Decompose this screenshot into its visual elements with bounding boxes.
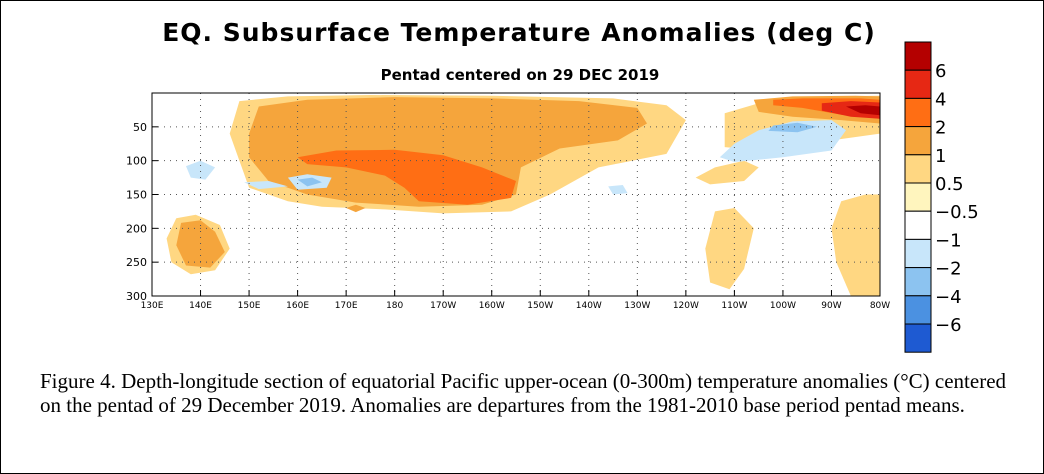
y-tick-label: 200 [126,222,147,235]
y-tick-label: 150 [126,189,147,202]
colorbar-label: 2 [935,118,946,139]
chart-title-text: EQ. Subsurface Temperature Anomalies (de… [162,18,876,47]
colorbar-swatch [904,295,932,325]
colorbar-swatch [904,154,932,184]
x-tick-label: 170E [335,301,358,311]
colorbar-label: −0.5 [935,202,979,223]
colorbar-label: 0.5 [935,174,964,195]
anomaly-region-14 [846,105,880,116]
grid-lines [152,93,880,296]
colorbar-swatch [904,126,932,156]
chart-title: EQ. Subsurface Temperature Anomalies (de… [0,18,1044,47]
colorbar-swatch [904,69,932,99]
y-tick-label: 50 [133,121,147,134]
colorbar-label: 6 [935,61,946,82]
x-tick-label: 150E [238,301,261,311]
x-tick-label: 180 [386,301,403,311]
anomaly-region-3 [705,208,754,290]
anomaly-region-7 [249,97,647,207]
colorbar-label: −1 [935,230,962,251]
anomaly-region-10 [297,149,516,205]
y-tick-label: 250 [126,256,147,269]
chart-subtitle: Pentad centered on 29 DEC 2019 [380,66,660,84]
colorbar-swatch [904,97,932,128]
anomaly-region-9 [346,204,366,213]
colorbar-swatch [904,41,932,71]
x-tick-label: 170W [430,301,456,311]
anomaly-region-17 [186,160,216,180]
x-tick-label: 130E [141,301,164,311]
y-tick-label: 100 [126,155,147,168]
colorbar-swatch [904,267,932,297]
colorbar-labels: 6 4 2 1 0.5 −0.5 −1 −2 −4 −6 [935,61,979,336]
figure-caption: Figure 4. Depth-longitude section of equ… [40,369,1007,417]
x-tick-label: 110W [721,301,747,311]
y-tick-label: 300 [126,290,147,303]
x-axis: 130E 140E 150E 160E 170E 180 170W 160W 150W 140W 1… [141,290,890,311]
colorbar-label: −6 [935,315,962,336]
colorbar-label: 4 [935,89,946,110]
anomaly-contours [166,95,880,296]
colorbar-swatch [904,238,932,269]
x-tick-label: 80W [870,301,890,311]
x-tick-label: 150W [527,301,553,311]
colorbar-swatch [904,323,932,353]
anomaly-region-21 [608,185,628,195]
x-tick-label: 100W [770,301,796,311]
x-tick-label: 140E [189,301,212,311]
colorbar-label: −4 [935,287,962,308]
anomaly-region-16 [768,122,817,133]
anomaly-region-4 [831,194,880,296]
y-axis: 50 100 150 200 250 300 [126,121,158,303]
x-tick-label: 160E [286,301,309,311]
colorbar-swatch [904,210,932,240]
anomaly-region-19 [297,177,322,187]
anomaly-region-20 [244,181,288,190]
x-tick-label: 90W [821,301,841,311]
x-tick-label: 130W [624,301,650,311]
x-tick-label: 140W [576,301,602,311]
x-tick-label: 120W [673,301,699,311]
colorbar-label: −2 [935,259,962,280]
x-tick-label: 160W [479,301,505,311]
colorbar-swatch [904,182,932,212]
anomaly-region-6 [695,160,759,185]
colorbar-swatches [904,41,932,353]
colorbar-label: 1 [935,146,946,167]
